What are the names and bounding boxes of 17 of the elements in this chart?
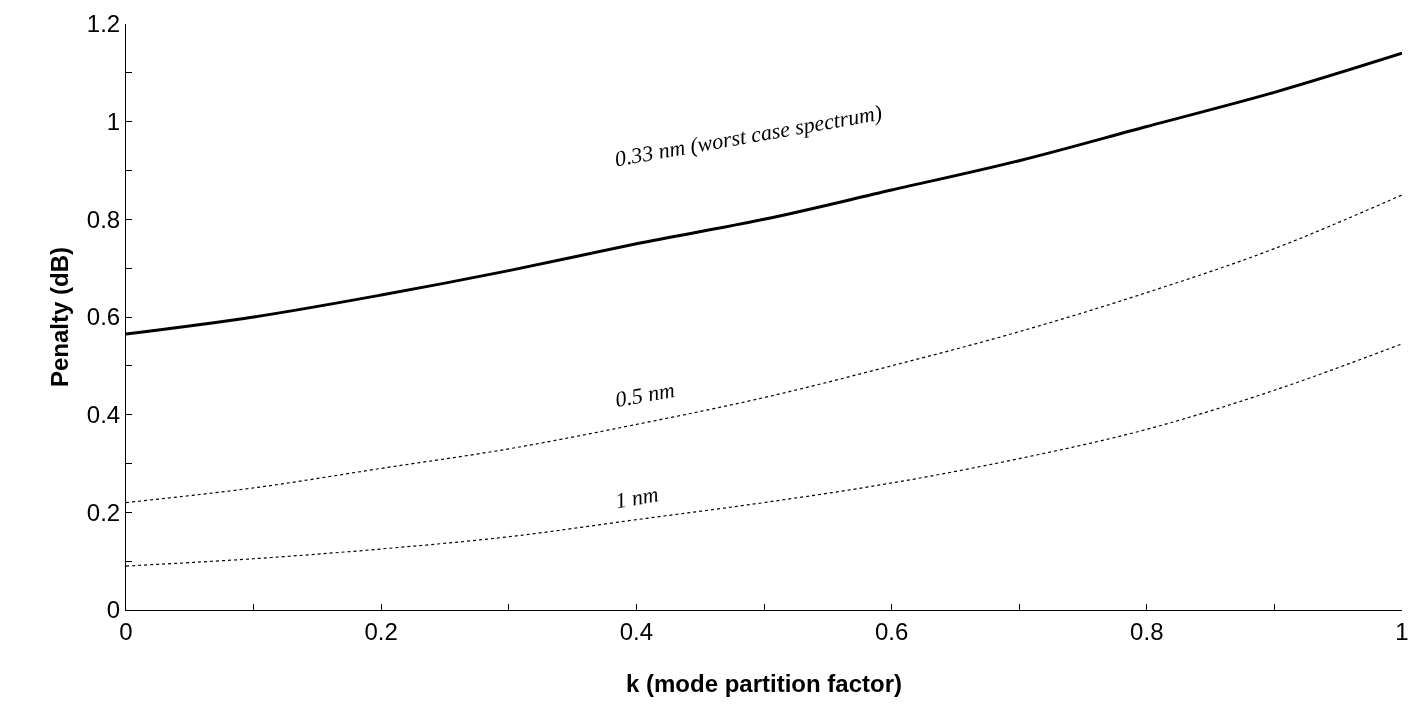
text: 1 nm [613, 481, 661, 514]
y-tick-label: 1.2 [86, 10, 121, 38]
x-tick-label: 0.8 [1130, 617, 1164, 645]
y-tick-label: 0 [106, 596, 121, 624]
text: 0.5 nm [613, 376, 677, 413]
y-tick-label: 0.6 [86, 303, 121, 331]
y-tick-label: 0.4 [86, 401, 121, 429]
x-tick-label: 0.4 [619, 617, 654, 645]
y-axis-title: Penalty (dB) [46, 246, 73, 388]
y-tick-label: 0.2 [86, 498, 121, 526]
y-tick-label: 1 [106, 108, 121, 136]
x-tick-label: 0.6 [874, 617, 909, 645]
text: 0.33 nm (worst case spectrum) [612, 99, 884, 172]
x-tick-label: 1 [1395, 617, 1409, 645]
x-tick-label: 0.2 [364, 617, 398, 645]
x-axis-title: k (mode partition factor) [625, 670, 903, 697]
y-tick-label: 0.8 [86, 205, 121, 233]
